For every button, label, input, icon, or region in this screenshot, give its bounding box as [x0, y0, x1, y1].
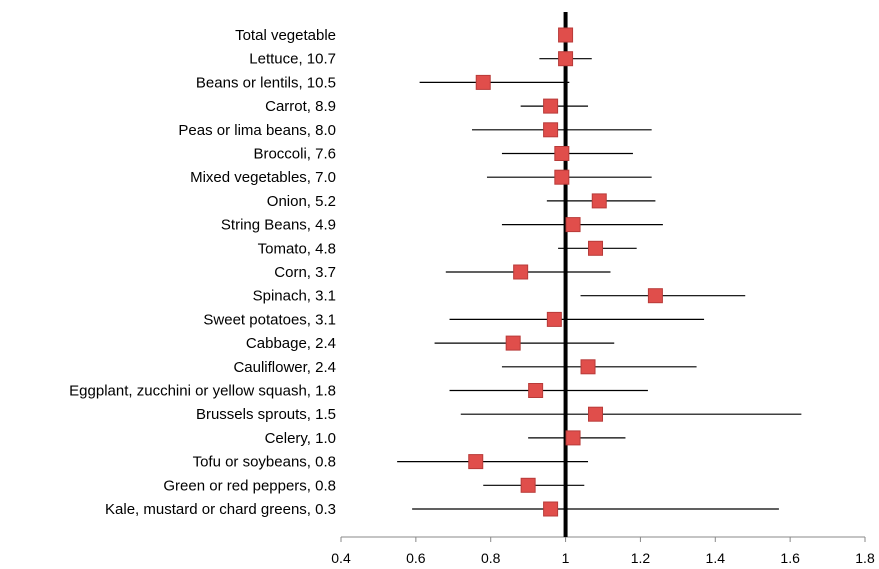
point-estimate-marker: [565, 217, 581, 233]
point-estimate-marker: [520, 477, 536, 493]
category-label: Eggplant, zucchini or yellow squash, 1.8: [69, 383, 336, 400]
point-estimate-marker: [513, 264, 529, 280]
x-tick-label: 1.2: [631, 550, 651, 566]
point-estimate-marker: [543, 122, 559, 138]
category-label: Lettuce, 10.7: [249, 51, 336, 68]
category-label: Broccoli, 7.6: [253, 146, 336, 163]
x-tick-label: 1.8: [855, 550, 875, 566]
point-estimate-marker: [647, 288, 663, 304]
category-labels: Total vegetable Lettuce, 10.7 Beans or len…: [69, 27, 336, 518]
category-label: Kale, mustard or chard greens, 0.3: [105, 501, 336, 518]
confidence-intervals: [397, 58, 802, 510]
category-label: Onion, 5.2: [267, 193, 336, 210]
point-estimate-marker: [528, 383, 544, 398]
point-estimate-marker: [558, 27, 574, 43]
category-label: Carrot, 8.9: [265, 98, 336, 115]
point-estimate-marker: [546, 311, 562, 327]
category-label: Cauliflower, 2.4: [233, 359, 336, 376]
category-label: Beans or lentils, 10.5: [196, 74, 336, 91]
x-tick-label: 1: [562, 550, 570, 566]
x-tick-label: 1.4: [706, 550, 726, 566]
point-estimate-marker: [580, 359, 596, 375]
point-estimates: [468, 27, 663, 517]
category-label: Tofu or soybeans, 0.8: [193, 454, 336, 471]
category-label: Tomato, 4.8: [258, 240, 336, 257]
point-estimate-marker: [543, 501, 559, 517]
category-label: Celery, 1.0: [265, 430, 336, 447]
point-estimate-marker: [591, 193, 607, 209]
x-axis: 0.4 0.6 0.8 1 1.2 1.4 1.6 1.8: [331, 536, 875, 566]
category-label: Total vegetable: [235, 27, 336, 44]
category-label: Green or red peppers, 0.8: [163, 477, 336, 494]
point-estimate-marker: [558, 51, 574, 67]
x-tick-label: 0.6: [406, 550, 426, 566]
category-label: Peas or lima beans, 8.0: [178, 122, 336, 139]
point-estimate-marker: [505, 335, 521, 351]
point-estimate-marker: [468, 454, 484, 470]
category-label: Brussels sprouts, 1.5: [196, 406, 336, 423]
category-label: Mixed vegetables, 7.0: [190, 169, 336, 186]
category-label: String Beans, 4.9: [221, 217, 336, 234]
x-tick-label: 0.8: [481, 550, 501, 566]
category-label: Spinach, 3.1: [253, 288, 336, 305]
point-estimate-marker: [588, 406, 604, 422]
point-estimate-marker: [543, 98, 559, 114]
point-estimate-marker: [475, 74, 491, 90]
category-label: Corn, 3.7: [274, 264, 336, 281]
category-label: Cabbage, 2.4: [246, 335, 336, 352]
x-tick-label: 0.4: [331, 550, 351, 566]
point-estimate-marker: [588, 240, 604, 256]
point-estimate-marker: [554, 169, 570, 185]
x-tick-label: 1.6: [780, 550, 800, 566]
category-label: Sweet potatoes, 3.1: [203, 311, 336, 328]
point-estimate-marker: [554, 146, 570, 161]
point-estimate-marker: [565, 430, 581, 446]
